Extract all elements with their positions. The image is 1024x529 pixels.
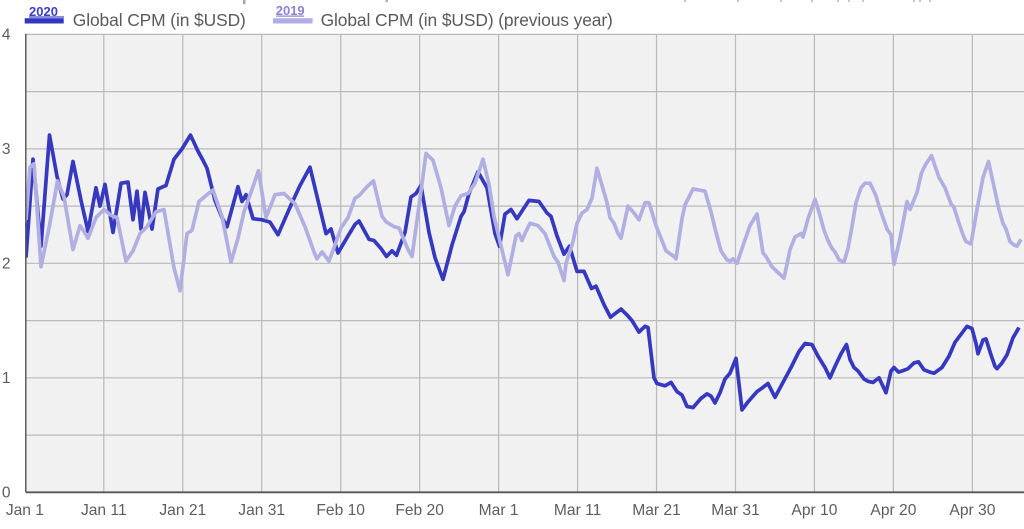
svg-text:1: 1: [2, 370, 11, 387]
svg-text:Global CPM (in $USD) (previous: Global CPM (in $USD) (previous year): [321, 10, 613, 30]
svg-text:4: 4: [2, 27, 11, 44]
svg-text:2: 2: [2, 256, 11, 273]
svg-text:Mar 11: Mar 11: [554, 502, 601, 519]
svg-text:Mar 31: Mar 31: [711, 502, 760, 519]
svg-text:Mar 1: Mar 1: [479, 502, 519, 519]
svg-text:Mar 21: Mar 21: [632, 502, 681, 519]
svg-text:Apr 10: Apr 10: [791, 502, 837, 519]
svg-text:2019: 2019: [276, 3, 305, 18]
svg-text:2020: 2020: [29, 4, 58, 19]
svg-text:Jan 31: Jan 31: [238, 502, 285, 519]
svg-text:Feb 20: Feb 20: [395, 502, 444, 519]
svg-text:Jan 11: Jan 11: [81, 502, 127, 519]
svg-text:Feb 10: Feb 10: [316, 502, 365, 519]
svg-text:Apr 30: Apr 30: [949, 502, 995, 519]
svg-text:Jan 21: Jan 21: [159, 502, 206, 519]
svg-text:Global CPM (in $USD): Global CPM (in $USD): [73, 10, 246, 30]
svg-text:Jan 1: Jan 1: [6, 502, 44, 519]
svg-text:0: 0: [2, 485, 11, 502]
svg-text:3: 3: [2, 141, 11, 158]
svg-text:Apr 20: Apr 20: [870, 502, 916, 519]
